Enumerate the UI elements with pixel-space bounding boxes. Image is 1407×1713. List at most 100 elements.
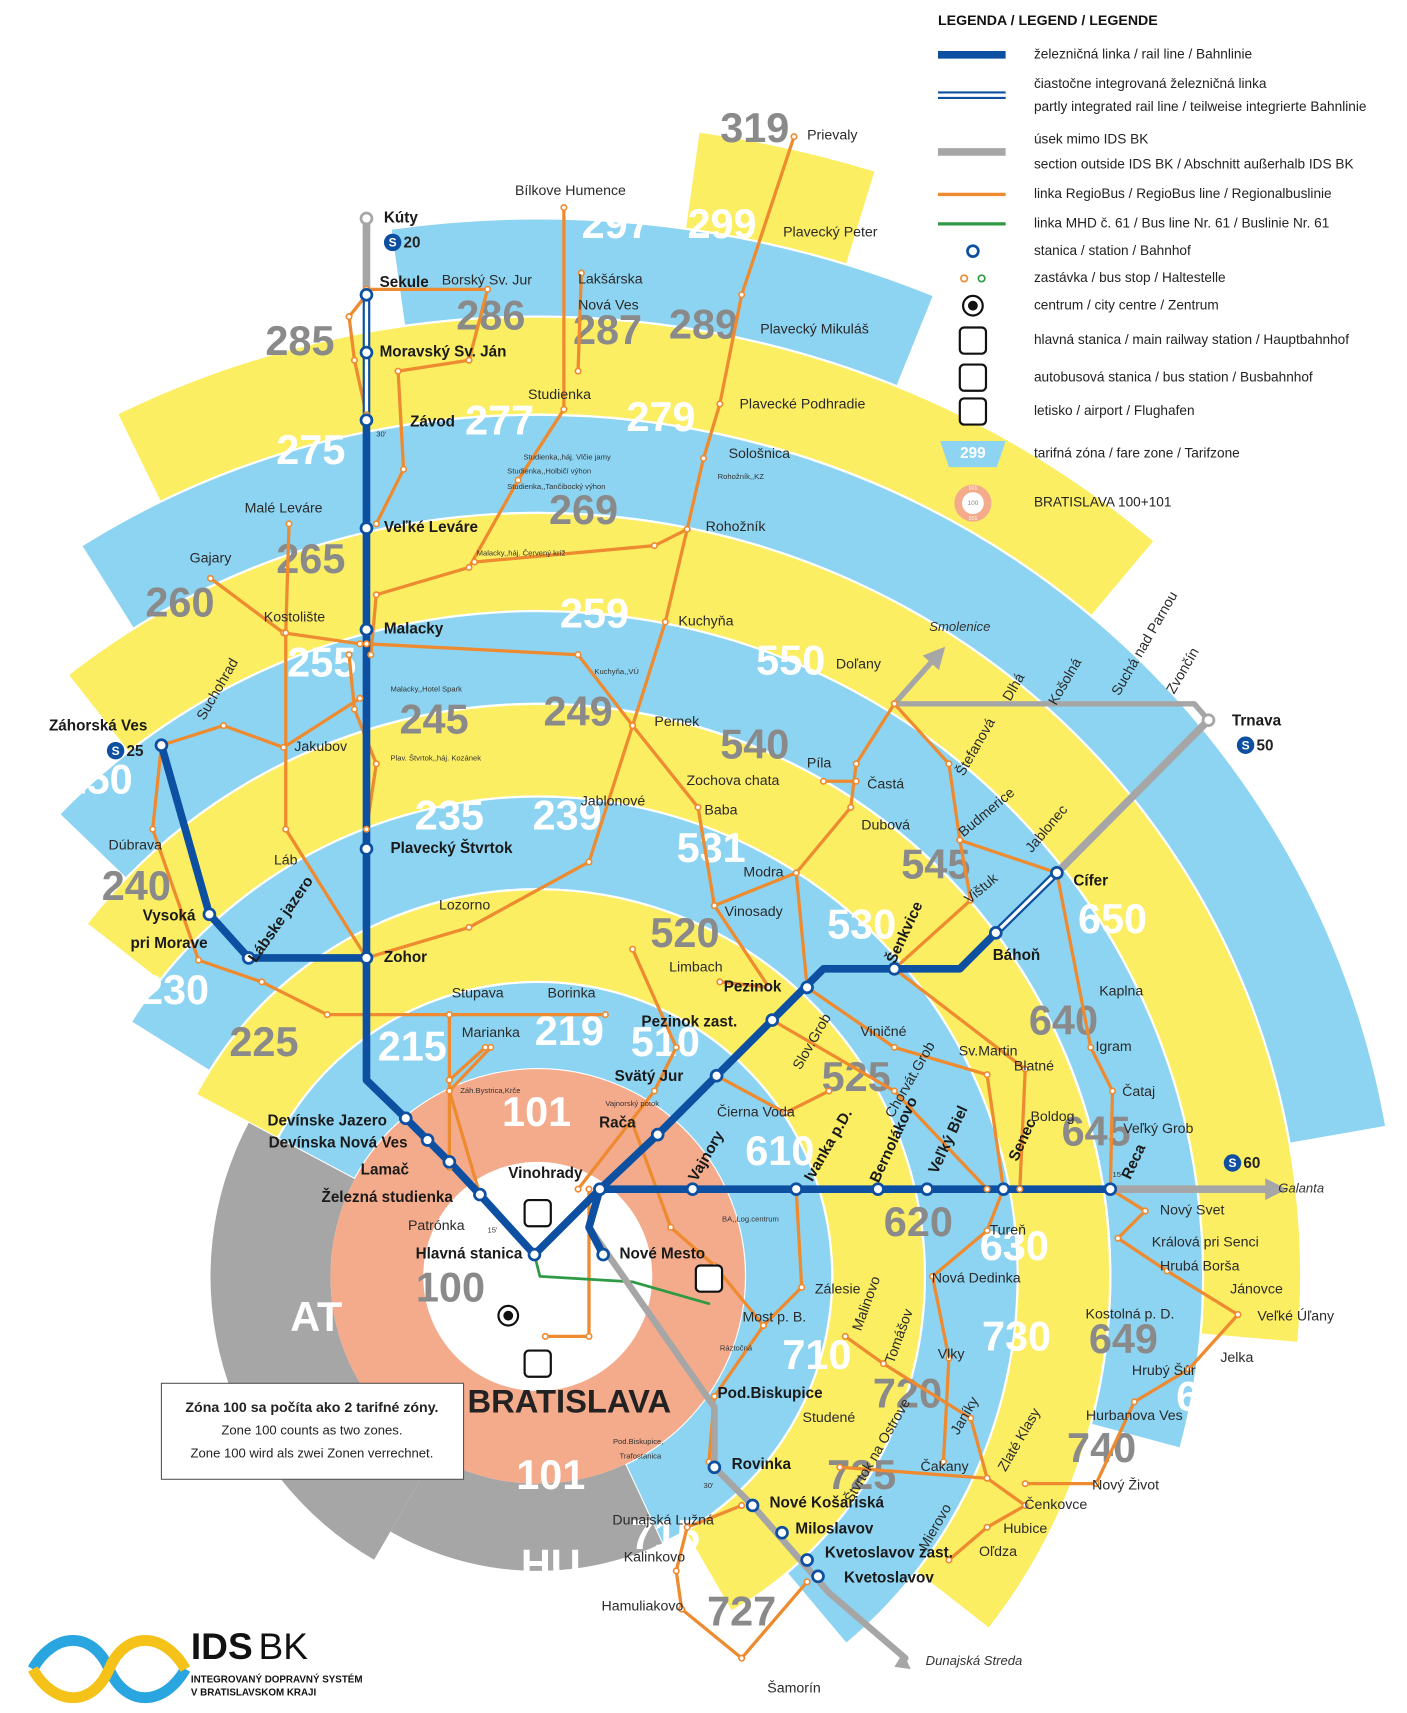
station [156, 740, 167, 751]
bus-stop [701, 456, 706, 461]
detail-label: Rohožník,,KZ [718, 472, 765, 481]
logo-line: INTEGROVANÝ DOPRAVNÝ SYSTÉM [191, 1674, 363, 1686]
stop-label: Vinosady [725, 904, 784, 920]
transit-map: 2852862872892972993192752772792692652602… [0, 0, 1407, 1713]
bus-stop [1023, 1481, 1028, 1486]
station-label: Železná studienka [322, 1188, 454, 1206]
bus-stop [364, 641, 369, 646]
stop-label: Čierna Voda [717, 1104, 795, 1121]
station [400, 1113, 411, 1124]
station [444, 1156, 455, 1167]
legend-symbol [978, 275, 985, 282]
zone-label: 289 [669, 300, 738, 347]
detail-label: Studienka,,Tančibocký výhon [507, 482, 605, 491]
bus-stop [283, 827, 288, 832]
zone-label: 275 [276, 426, 345, 473]
detail-label: Plav. Štvrtok,,háj. Kozánek [390, 753, 481, 762]
zone-label: 550 [756, 636, 825, 683]
legend-text: letisko / airport / Flughafen [1034, 403, 1195, 418]
s-line-symbol: S [389, 236, 397, 250]
station-label: Plavecký Štvrtok [390, 839, 513, 857]
station-label: Hlavná stanica [416, 1246, 523, 1263]
bus-stop [799, 1285, 804, 1290]
s-line-symbol: S [112, 744, 120, 758]
stop-label: Vlky [938, 1347, 966, 1363]
stop-label: Zálesie [815, 1281, 861, 1297]
station [813, 1571, 824, 1582]
legend-text: autobusová stanica / bus station / Busba… [1034, 369, 1313, 384]
zone-label: 297 [582, 200, 651, 247]
zone-label: 530 [827, 900, 896, 947]
station-label: Moravský Sv. Ján [380, 344, 507, 361]
logo-name: IDS [191, 1625, 253, 1667]
bus-stop [575, 1186, 580, 1191]
station [998, 1184, 1009, 1195]
bus-stop [984, 1186, 989, 1191]
bus-stop [352, 358, 357, 363]
station [474, 1189, 485, 1200]
station-label: Devínska Nová Ves [269, 1134, 408, 1151]
stop-label: Sv.Martin [959, 1043, 1018, 1059]
station [1203, 715, 1214, 726]
s-line-number: 50 [1256, 737, 1273, 754]
stop-label: Králová pri Senci [1152, 1234, 1259, 1250]
bus-stop [586, 1334, 591, 1339]
zone-label: 250 [64, 755, 133, 802]
stop-label: Zvončín [1164, 645, 1203, 697]
stop-label: Kostolná p. D. [1086, 1306, 1175, 1322]
direction-label: Smolenice [929, 619, 990, 634]
station-label: Záhorská Ves [49, 718, 147, 735]
walk-time: 15 [1113, 1170, 1121, 1179]
station-label: Pezinok zast. [641, 1013, 737, 1030]
bus-stop [630, 946, 635, 951]
station-label: Závod [410, 413, 455, 430]
stop-label: Oľdza [979, 1544, 1017, 1560]
bus-stop [208, 576, 213, 581]
detail-label: BA,,Log.centrum [722, 1215, 779, 1224]
bus-stop [586, 1186, 591, 1191]
bus-stop [630, 723, 635, 728]
bus-stop [739, 1655, 744, 1660]
bus-stop [603, 1012, 608, 1017]
station [922, 1184, 933, 1195]
legend-zone-sample: 299 [960, 445, 985, 462]
legend-city-sample: 100 [967, 500, 978, 507]
legend-text: partly integrated rail line / teilweise … [1034, 99, 1366, 114]
bus-stop [586, 859, 591, 864]
zone-label: 101 [516, 1451, 585, 1498]
s-line-symbol: S [1242, 739, 1250, 753]
s-line-symbol: S [1228, 1156, 1236, 1170]
stop-label: Modra [743, 865, 783, 881]
zone-label: 525 [822, 1053, 891, 1100]
stop-label: Plavecký Mikuláš [760, 321, 869, 337]
zone-label: 286 [456, 292, 525, 339]
bus-stop [791, 134, 796, 139]
legend-symbol [967, 246, 978, 257]
detail-label: Kuchyňa,,VÚ [594, 667, 639, 676]
stop-label: Jelka [1220, 1350, 1253, 1366]
bus-stop [346, 652, 351, 657]
bus-stop [652, 1088, 657, 1093]
stop-label: Studienka [528, 387, 591, 403]
stop-label: Stupava [452, 986, 504, 1002]
stop-label: Kaplna [1099, 983, 1143, 999]
station [1105, 1184, 1116, 1195]
note-text: Zone 100 wird als zwei Zonen verrechnet. [191, 1446, 434, 1461]
detail-label: Studienka,,Holbičí výhon [507, 466, 591, 475]
zone-label: 299 [687, 200, 756, 247]
stop-label: Nová Ves [578, 297, 639, 313]
bus-stop [488, 1045, 493, 1050]
stop-label: Jakubov [294, 739, 348, 755]
stop-label: Lozorno [439, 897, 490, 913]
legend-text: stanica / station / Bahnhof [1034, 243, 1191, 258]
station [361, 843, 372, 854]
bus-stop [892, 1045, 897, 1050]
station-label: Rača [599, 1115, 636, 1132]
stop-label: Kostolište [264, 609, 326, 625]
detail-label: Malacky,,Hotel Spark [390, 685, 462, 694]
zone-label: 259 [560, 589, 629, 636]
stop-label: Pernek [654, 714, 700, 730]
legend: LEGENDA / LEGEND / LEGENDEželezničná lin… [938, 13, 1366, 522]
bus-stop [946, 761, 951, 766]
legend-title: LEGENDA / LEGEND / LEGENDE [938, 13, 1158, 29]
